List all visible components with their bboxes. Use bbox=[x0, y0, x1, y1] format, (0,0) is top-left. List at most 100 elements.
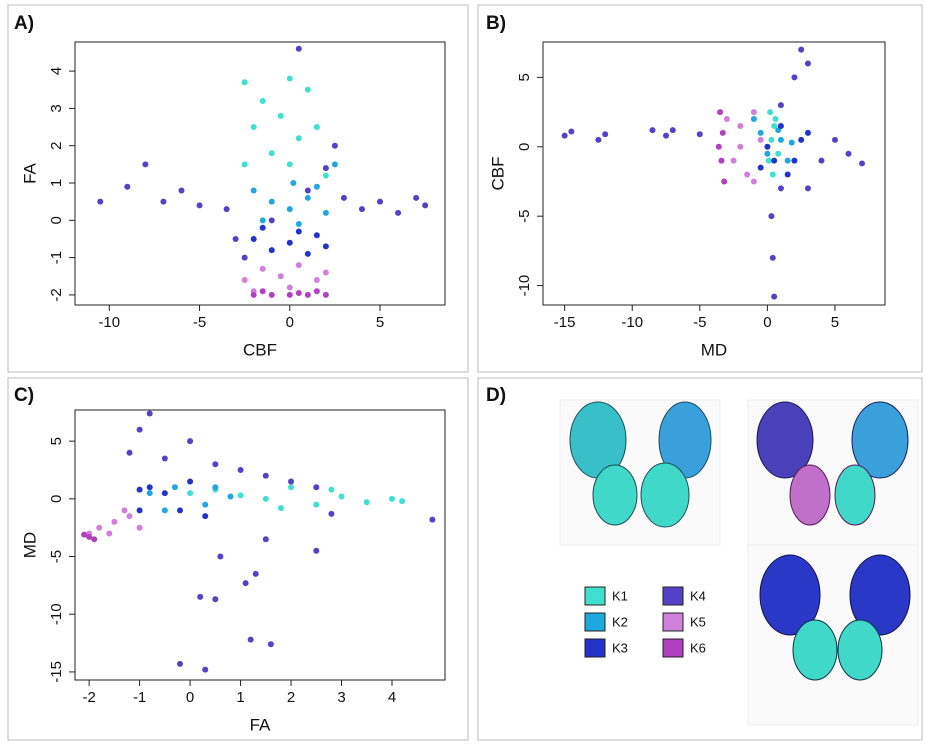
point bbox=[241, 277, 248, 284]
x-tick-label: 1 bbox=[236, 689, 244, 706]
point bbox=[363, 499, 370, 506]
point bbox=[757, 136, 764, 143]
x-tick-label: -15 bbox=[554, 314, 576, 331]
panel-frame bbox=[7, 377, 469, 741]
point bbox=[377, 198, 384, 205]
point bbox=[804, 129, 811, 136]
point bbox=[313, 288, 320, 295]
point bbox=[717, 109, 724, 116]
legend-label: K4 bbox=[690, 588, 706, 603]
point bbox=[136, 426, 143, 433]
point bbox=[277, 112, 284, 119]
point bbox=[798, 136, 805, 143]
legend-swatch bbox=[662, 638, 684, 658]
point bbox=[322, 172, 329, 179]
legend-label: K1 bbox=[612, 588, 628, 603]
point bbox=[250, 291, 257, 298]
point bbox=[769, 254, 776, 261]
point bbox=[286, 75, 293, 82]
panel-frame bbox=[477, 377, 923, 741]
point bbox=[277, 505, 284, 512]
x-tick-label: 5 bbox=[376, 314, 384, 331]
point bbox=[313, 501, 320, 508]
y-tick-label: -5 bbox=[516, 210, 533, 223]
point bbox=[187, 438, 194, 445]
point bbox=[791, 74, 798, 81]
point bbox=[845, 150, 852, 157]
point bbox=[259, 217, 266, 224]
point bbox=[227, 493, 234, 500]
y-tick-label: 0 bbox=[48, 216, 65, 224]
point bbox=[772, 116, 779, 123]
y-tick-label: 5 bbox=[48, 437, 65, 445]
y-tick-label: -10 bbox=[48, 603, 65, 625]
point bbox=[290, 180, 297, 187]
x-tick-label: -2 bbox=[82, 689, 95, 706]
point bbox=[737, 122, 744, 129]
point bbox=[187, 490, 194, 497]
point bbox=[304, 86, 311, 93]
point bbox=[331, 161, 338, 168]
point bbox=[268, 198, 275, 205]
y-tick-label: -1 bbox=[48, 251, 65, 264]
legend-label: K6 bbox=[690, 640, 706, 655]
point bbox=[268, 217, 275, 224]
point bbox=[161, 507, 168, 514]
legend: K1 K2 K3 K4 K5 K6 bbox=[584, 586, 706, 658]
point bbox=[757, 129, 764, 136]
point bbox=[160, 198, 167, 205]
point bbox=[241, 254, 248, 261]
point bbox=[804, 60, 811, 67]
point bbox=[96, 524, 103, 531]
point bbox=[775, 150, 782, 157]
point bbox=[259, 224, 266, 231]
x-tick-label: 0 bbox=[186, 689, 194, 706]
x-tick-label: -1 bbox=[133, 689, 146, 706]
point bbox=[146, 490, 153, 497]
x-tick-label: -10 bbox=[98, 314, 120, 331]
point bbox=[286, 239, 293, 246]
plot-frame bbox=[74, 409, 446, 681]
point bbox=[358, 206, 365, 213]
point bbox=[313, 232, 320, 239]
point bbox=[313, 183, 320, 190]
panel-frame bbox=[7, 4, 469, 373]
point bbox=[328, 486, 335, 493]
x-axis-label: MD bbox=[701, 340, 727, 359]
x-tick-label: 3 bbox=[337, 689, 345, 706]
point bbox=[136, 507, 143, 514]
legend-label: K5 bbox=[690, 614, 706, 629]
x-tick-label: 4 bbox=[388, 689, 396, 706]
point bbox=[212, 596, 219, 603]
point bbox=[241, 161, 248, 168]
point bbox=[730, 157, 737, 164]
point bbox=[286, 206, 293, 213]
point bbox=[804, 185, 811, 192]
point bbox=[322, 243, 329, 250]
point bbox=[262, 495, 269, 502]
point bbox=[250, 124, 257, 131]
point bbox=[757, 164, 764, 171]
point bbox=[81, 531, 88, 538]
point bbox=[771, 293, 778, 300]
point bbox=[818, 157, 825, 164]
x-tick-label: -10 bbox=[621, 314, 643, 331]
point bbox=[252, 570, 259, 577]
point bbox=[268, 291, 275, 298]
point bbox=[744, 171, 751, 178]
point bbox=[295, 262, 302, 269]
y-tick-label: 4 bbox=[48, 67, 65, 75]
point bbox=[288, 484, 295, 491]
point bbox=[161, 490, 168, 497]
legend-swatch bbox=[584, 586, 606, 606]
point bbox=[237, 467, 244, 473]
point bbox=[176, 660, 183, 667]
point bbox=[237, 492, 244, 499]
point bbox=[777, 136, 784, 143]
point bbox=[268, 150, 275, 157]
point bbox=[86, 533, 93, 540]
point bbox=[595, 136, 602, 143]
point bbox=[176, 507, 183, 514]
point bbox=[399, 498, 406, 505]
point bbox=[197, 593, 204, 600]
